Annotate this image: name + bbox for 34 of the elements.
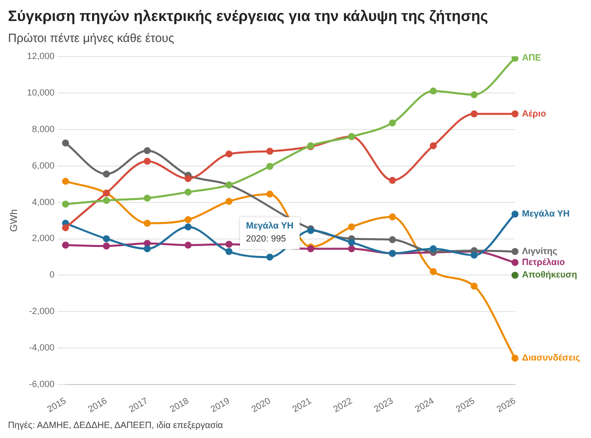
series-label: Αέριο: [522, 108, 547, 118]
x-tick-label: 2015: [45, 396, 68, 414]
x-tick-label: 2017: [127, 396, 150, 414]
y-tick-label: 2,000: [32, 233, 55, 244]
x-tick-label: 2021: [290, 396, 313, 414]
series-label: Μεγάλα ΥΗ: [522, 208, 570, 219]
series-label: Λιγνίτης: [522, 246, 558, 256]
x-tick-label: 2024: [413, 396, 436, 414]
y-tick-label: 12,000: [26, 50, 55, 61]
series-label: Αποθήκευση: [522, 270, 578, 280]
x-tick-label: 2022: [331, 396, 354, 414]
chart-title: Σύγκριση πηγών ηλεκτρικής ενέργειας για την κάλυψη της ζήτησης: [8, 8, 488, 25]
y-tick-label: 0: [50, 270, 55, 280]
y-tick-label: 8,000: [32, 124, 55, 134]
text: Πηγές: ΑΔΜΗΕ, ΔΕΔΔΗΕ, ΔΑΠΕΕΠ, ιδία επεξεργασία: [8, 420, 224, 430]
y-tick-label: 6,000: [32, 160, 55, 170]
y-tick-label: 4,000: [32, 196, 55, 207]
x-tick-label: 2019: [208, 396, 232, 414]
series-label: Πετρέλαιο: [522, 256, 566, 267]
x-tick-label: 2016: [86, 396, 109, 414]
series-label: ΑΠΕ: [522, 52, 542, 63]
x-tick-label: 2025: [454, 396, 476, 414]
x-tick-label: 2023: [372, 396, 395, 414]
y-tick-label: 10,000: [26, 87, 55, 98]
y-axis-title: GWh: [8, 209, 20, 232]
x-tick-label: 2020: [250, 396, 272, 414]
chart-subtitle: Πρώτοι πέντε μήνες κάθε έτους: [8, 31, 174, 45]
y-tick-label: -4,000: [28, 342, 55, 353]
series-label: Διασυνδέσεις: [522, 352, 580, 363]
x-tick-label: 2026: [494, 396, 518, 414]
y-tick-label: -2,000: [28, 306, 55, 316]
x-tick-label: 2018: [168, 396, 190, 414]
y-tick-label: -6,000: [28, 379, 55, 390]
annotation: Μεγάλα ΥΗ 2020: 995: [246, 220, 294, 244]
